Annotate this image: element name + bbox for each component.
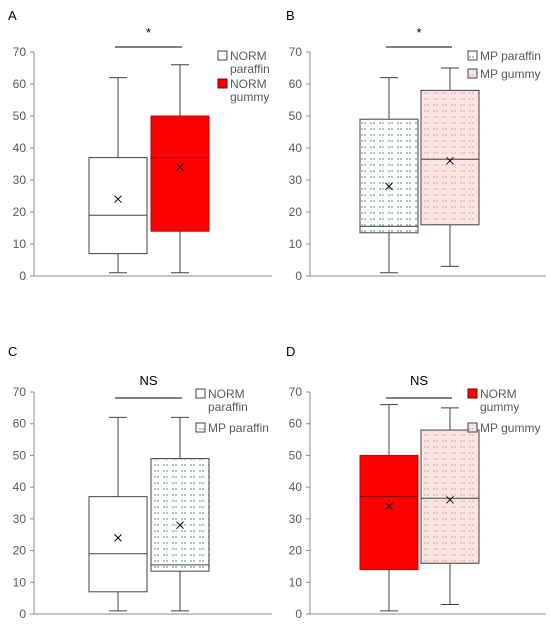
iqr-box — [88, 496, 148, 593]
legend-label: gummy — [480, 400, 519, 414]
y-tick-label: 20 — [289, 544, 303, 558]
iqr-box — [359, 118, 419, 234]
y-tick-label: 10 — [13, 575, 27, 589]
mean-marker — [176, 163, 184, 172]
significance-label: NS — [139, 373, 157, 388]
y-tick-label: 30 — [289, 173, 303, 187]
legend-swatch — [217, 78, 228, 89]
panel-b: B 0 10 20 30 40 50 60 70 * MP paraffin MP gummy — [286, 8, 546, 283]
legend-label: NORM — [480, 387, 517, 401]
y-tick-label: 60 — [13, 417, 27, 431]
legend-swatch — [467, 388, 478, 399]
mean-marker — [446, 495, 454, 504]
legend-swatch — [217, 50, 228, 61]
panel-label: A — [8, 8, 17, 23]
y-tick-label: 0 — [19, 269, 26, 283]
legend-label: MP paraffin — [480, 49, 541, 63]
y-tick-label: 0 — [295, 607, 302, 621]
legend-swatch — [467, 68, 478, 79]
y-tick-label: 40 — [13, 480, 27, 494]
legend-swatch — [467, 50, 478, 61]
panel-label: B — [286, 8, 295, 23]
mean-marker — [176, 521, 184, 530]
y-tick-label: 70 — [13, 385, 27, 399]
y-tick-label: 50 — [13, 448, 27, 462]
y-tick-label: 60 — [289, 417, 303, 431]
box-series-1 — [359, 404, 419, 612]
y-tick-label: 40 — [289, 480, 303, 494]
legend-swatch — [467, 422, 478, 433]
y-tick-label: 60 — [13, 77, 27, 91]
iqr-box — [359, 454, 419, 571]
y-tick-label: 30 — [13, 512, 27, 526]
mean-marker — [385, 182, 393, 191]
y-tick-label: 50 — [289, 448, 303, 462]
y-tick-label: 0 — [19, 607, 26, 621]
y-tick-label: 70 — [289, 45, 303, 59]
significance-label: * — [416, 25, 421, 40]
legend-label: MP gummy — [480, 67, 540, 81]
y-tick-label: 70 — [289, 385, 303, 399]
y-tick-label: 20 — [289, 205, 303, 219]
iqr-box — [420, 89, 480, 226]
y-tick-label: 70 — [13, 45, 27, 59]
box-series-1 — [88, 77, 148, 274]
legend-label: NORM — [208, 387, 245, 401]
legend-label: paraffin — [208, 400, 248, 414]
y-tick-label: 50 — [13, 109, 27, 123]
legend-label: MP gummy — [480, 421, 540, 435]
legend-label: gummy — [230, 90, 269, 104]
y-tick-label: 40 — [289, 141, 303, 155]
mean-marker — [446, 156, 454, 165]
y-tick-label: 10 — [13, 237, 27, 251]
y-tick-label: 20 — [13, 205, 27, 219]
mean-marker — [114, 195, 122, 204]
box-series-1 — [359, 77, 419, 274]
legend-swatch — [195, 388, 206, 399]
box-series-1 — [88, 416, 148, 612]
legend-label: MP paraffin — [208, 421, 269, 435]
box-series-2 — [150, 416, 210, 612]
legend-label: NORM — [230, 77, 267, 91]
y-tick-label: 20 — [13, 544, 27, 558]
iqr-box — [88, 157, 148, 255]
y-tick-label: 10 — [289, 237, 303, 251]
y-tick-label: 60 — [289, 77, 303, 91]
iqr-box — [420, 429, 480, 564]
y-tick-label: 30 — [289, 512, 303, 526]
iqr-box — [150, 115, 210, 232]
significance-label: NS — [410, 373, 428, 388]
legend-label: paraffin — [230, 62, 270, 76]
mean-marker — [114, 534, 122, 542]
y-tick-label: 10 — [289, 575, 303, 589]
significance-label: * — [146, 25, 151, 40]
panel-label: C — [8, 344, 17, 359]
box-series-2 — [420, 67, 480, 267]
legend-swatch — [195, 422, 206, 433]
iqr-box — [150, 458, 210, 572]
panel-label: D — [286, 344, 295, 359]
box-series-2 — [420, 407, 480, 605]
legend-label: NORM — [230, 49, 267, 63]
mean-marker — [385, 502, 393, 511]
y-tick-label: 40 — [13, 141, 27, 155]
y-tick-label: 50 — [289, 109, 303, 123]
y-tick-label: 30 — [13, 173, 27, 187]
y-tick-label: 0 — [295, 269, 302, 283]
box-series-2 — [150, 64, 210, 274]
